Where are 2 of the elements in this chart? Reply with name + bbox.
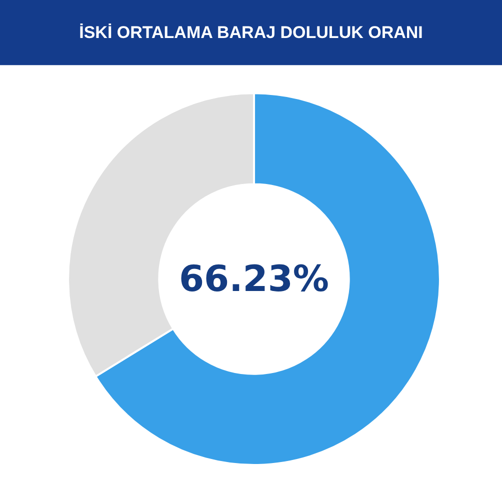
- chart-title: İSKİ ORTALAMA BARAJ DOLULUK ORANI: [79, 22, 423, 42]
- text: 66.23%: [179, 259, 329, 300]
